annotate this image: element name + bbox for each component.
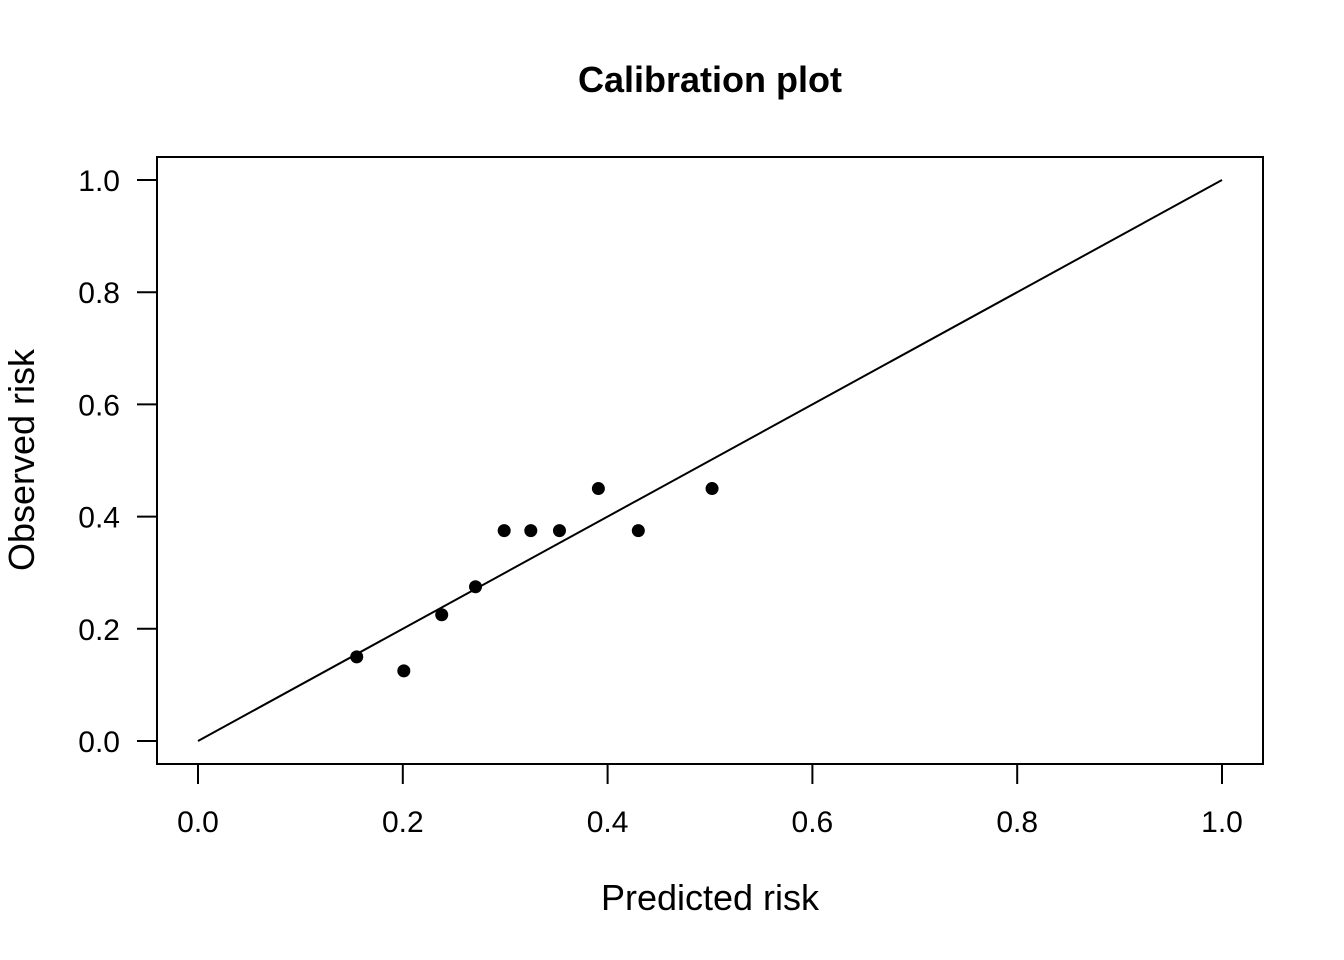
- x-tick-label: 0.8: [996, 806, 1038, 839]
- data-point: [397, 664, 411, 678]
- chart-title: Calibration plot: [578, 59, 842, 100]
- data-point: [524, 524, 538, 538]
- x-tick-label: 1.0: [1201, 806, 1243, 839]
- x-tick-label: 0.2: [382, 806, 424, 839]
- data-point: [350, 650, 364, 664]
- x-tick-label: 0.6: [792, 806, 834, 839]
- data-point: [469, 580, 483, 594]
- x-axis: 0.0 0.2 0.4 0.6 0.8 1.0: [177, 764, 1243, 839]
- x-tick-label: 0.0: [177, 806, 219, 839]
- y-tick-label: 0.6: [78, 389, 120, 422]
- y-tick-label: 0.2: [78, 614, 120, 647]
- y-tick-label: 1.0: [78, 165, 120, 198]
- data-point: [631, 524, 645, 538]
- reference-line: [197, 179, 1223, 742]
- data-point: [591, 482, 605, 496]
- y-axis-label: Observed risk: [1, 348, 42, 571]
- data-point: [552, 524, 566, 538]
- y-tick-label: 0.8: [78, 277, 120, 310]
- y-tick-label: 0.4: [78, 502, 120, 535]
- data-point: [705, 482, 719, 496]
- y-tick-label: 0.0: [78, 726, 120, 759]
- plot-frame: [156, 156, 1264, 765]
- data-point: [435, 608, 449, 622]
- data-point: [497, 524, 511, 538]
- y-axis: 0.0 0.2 0.4 0.6 0.8 1.0: [78, 165, 157, 759]
- x-axis-label: Predicted risk: [601, 877, 820, 918]
- x-tick-label: 0.4: [587, 806, 629, 839]
- data-points: [350, 482, 719, 678]
